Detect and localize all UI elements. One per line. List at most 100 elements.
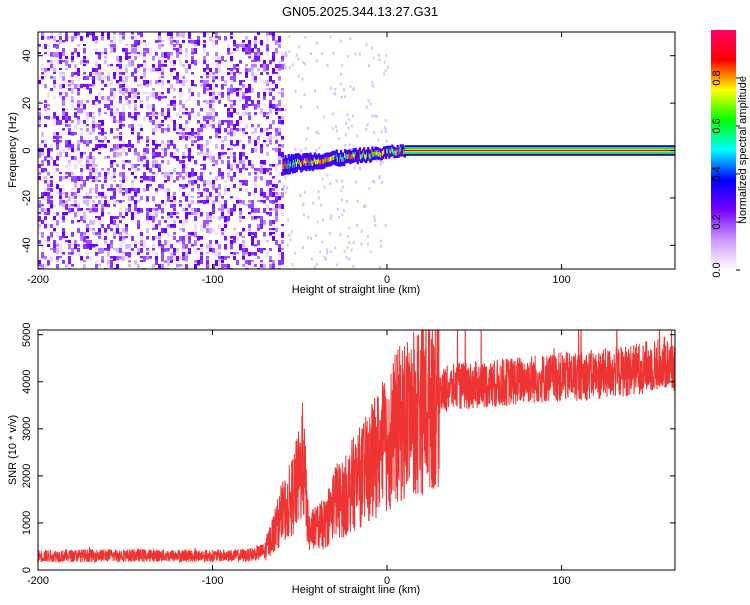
noise-cell xyxy=(134,76,137,82)
noise-cell xyxy=(101,248,104,254)
noise-cell xyxy=(80,100,83,106)
x-tick-label: 0 xyxy=(384,274,390,286)
noise-cell xyxy=(251,124,254,128)
noise-cell xyxy=(131,60,134,64)
noise-cell xyxy=(266,36,269,42)
noise-cell xyxy=(38,152,41,158)
noise-speck xyxy=(302,61,305,65)
noise-cell xyxy=(44,256,47,260)
noise-cell xyxy=(206,188,209,194)
noise-cell xyxy=(59,196,62,200)
noise-cell xyxy=(146,68,149,71)
noise-cell xyxy=(47,44,50,47)
noise-cell xyxy=(248,68,251,73)
noise-cell xyxy=(257,168,260,172)
noise-cell xyxy=(257,124,260,128)
noise-cell xyxy=(176,248,179,252)
colorbar-tick-label: 0.8 xyxy=(711,70,723,85)
noise-cell xyxy=(89,88,92,94)
noise-cell xyxy=(122,108,125,113)
noise-cell xyxy=(140,40,143,45)
noise-cell xyxy=(215,176,218,182)
noise-cell xyxy=(203,44,206,48)
noise-cell xyxy=(131,132,134,135)
noise-speck xyxy=(352,241,355,245)
noise-cell xyxy=(77,52,80,57)
noise-cell xyxy=(89,72,92,77)
noise-cell xyxy=(275,72,278,74)
noise-cell xyxy=(179,92,182,98)
noise-cell xyxy=(128,248,131,251)
noise-cell xyxy=(89,176,92,179)
noise-cell xyxy=(200,252,203,256)
noise-cell xyxy=(176,212,179,215)
noise-cell xyxy=(107,212,110,215)
noise-cell xyxy=(158,240,161,246)
noise-cell xyxy=(56,40,59,43)
noise-cell xyxy=(134,152,137,156)
noise-cell xyxy=(116,264,119,269)
noise-cell xyxy=(212,208,215,214)
noise-cell xyxy=(47,184,50,188)
noise-cell xyxy=(158,36,161,41)
noise-speck xyxy=(383,126,386,130)
noise-cell xyxy=(203,32,206,38)
noise-cell xyxy=(62,40,65,43)
noise-cell xyxy=(161,52,164,58)
noise-cell xyxy=(278,196,281,201)
noise-speck xyxy=(378,176,381,180)
noise-cell xyxy=(191,200,194,205)
noise-cell xyxy=(107,32,110,38)
noise-cell xyxy=(92,32,95,38)
noise-cell xyxy=(260,40,263,46)
noise-cell xyxy=(173,44,176,48)
noise-cell xyxy=(269,92,272,96)
noise-speck xyxy=(291,263,294,267)
noise-cell xyxy=(71,144,74,150)
noise-cell xyxy=(77,244,80,247)
noise-cell xyxy=(77,160,80,165)
noise-cell xyxy=(239,96,242,102)
noise-cell xyxy=(98,72,101,78)
noise-cell xyxy=(50,200,53,205)
noise-cell xyxy=(275,84,278,89)
noise-cell xyxy=(233,240,236,244)
noise-cell xyxy=(137,84,140,87)
noise-cell xyxy=(254,244,257,247)
noise-speck xyxy=(341,185,344,189)
noise-cell xyxy=(122,48,125,52)
noise-cell xyxy=(176,240,179,243)
spectrogram-content xyxy=(38,32,675,269)
noise-cell xyxy=(161,68,164,74)
noise-cell xyxy=(248,112,251,117)
noise-cell xyxy=(263,140,266,143)
noise-cell xyxy=(62,100,65,106)
noise-cell xyxy=(218,252,221,256)
noise-cell xyxy=(44,224,47,229)
noise-cell xyxy=(224,120,227,123)
noise-cell xyxy=(245,36,248,40)
noise-cell xyxy=(101,128,104,134)
noise-cell xyxy=(113,196,116,199)
noise-cell xyxy=(269,140,272,145)
noise-cell xyxy=(200,212,203,217)
noise-cell xyxy=(254,184,257,190)
noise-cell xyxy=(65,192,68,198)
noise-cell xyxy=(77,32,80,36)
noise-cell xyxy=(164,260,167,263)
noise-cell xyxy=(95,68,98,73)
noise-cell xyxy=(128,264,131,268)
noise-cell xyxy=(230,36,233,39)
noise-speck xyxy=(384,130,387,133)
noise-speck xyxy=(383,60,386,64)
noise-cell xyxy=(257,256,260,259)
noise-cell xyxy=(251,72,254,76)
noise-cell xyxy=(272,164,275,167)
noise-cell xyxy=(116,108,119,112)
noise-cell xyxy=(89,244,92,250)
noise-cell xyxy=(203,184,206,187)
noise-cell xyxy=(128,88,131,93)
noise-cell xyxy=(119,84,122,89)
noise-cell xyxy=(233,256,236,260)
noise-cell xyxy=(74,240,77,244)
